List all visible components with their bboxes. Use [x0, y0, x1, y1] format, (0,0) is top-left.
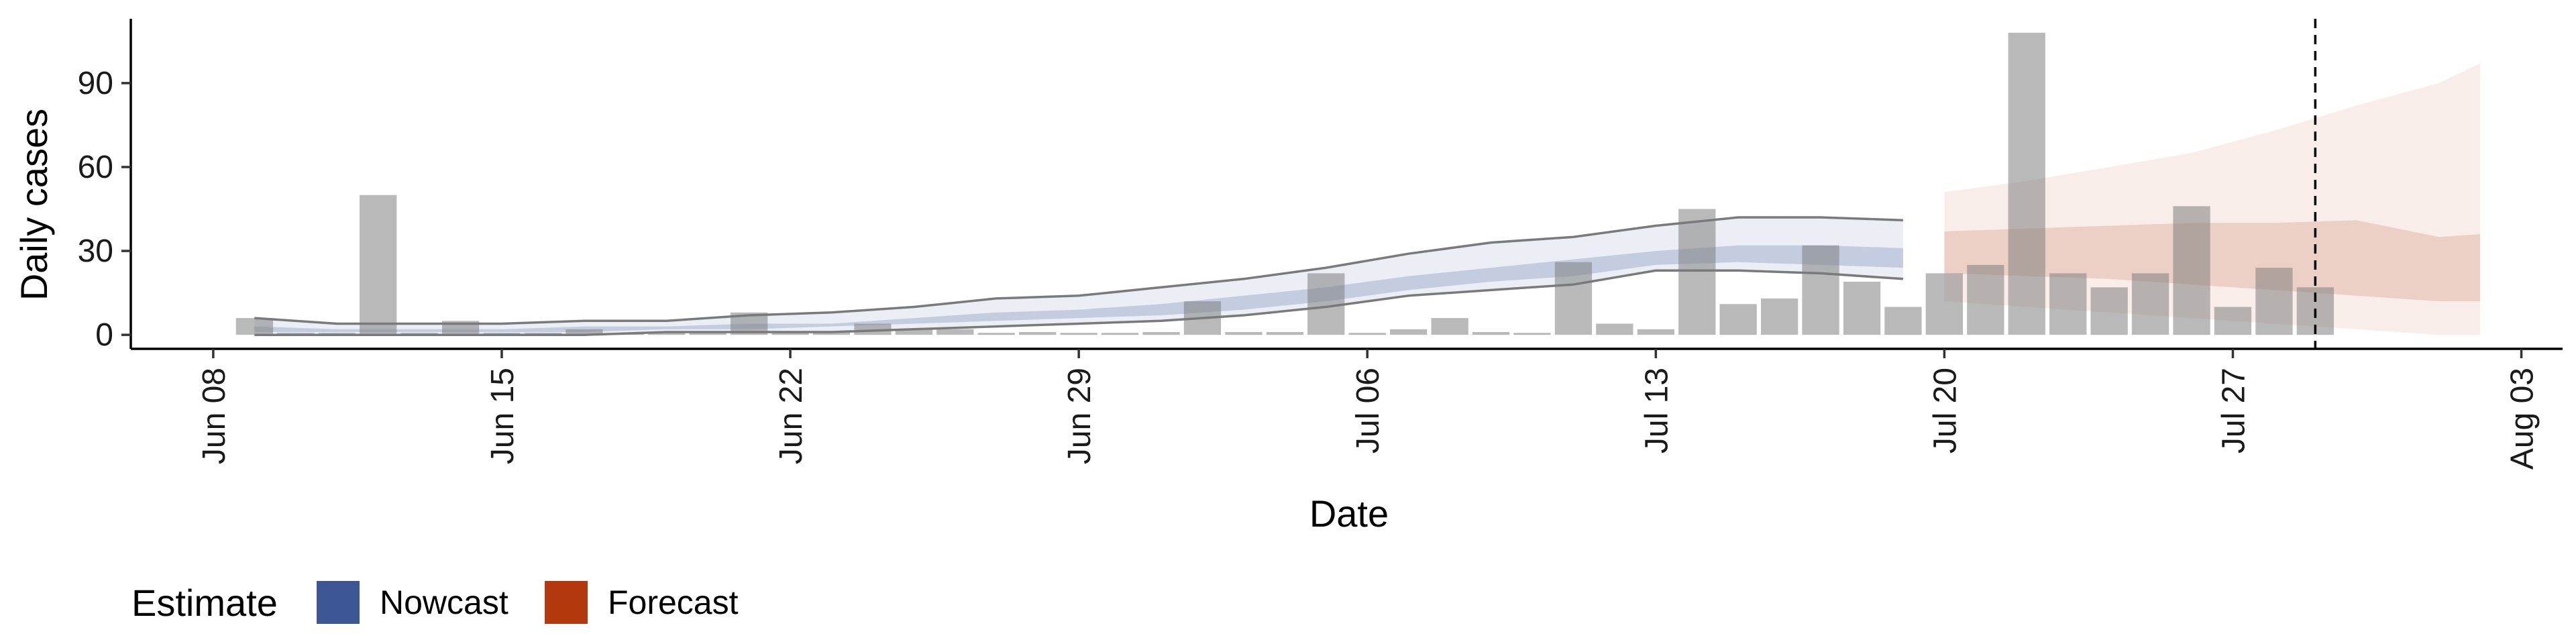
bar — [235, 318, 273, 335]
bar — [1472, 332, 1510, 335]
bar — [977, 333, 1015, 335]
x-tick-label: Jul 20 — [1927, 368, 1963, 453]
y-axis-title: Daily cases — [13, 109, 55, 301]
bar — [1101, 333, 1139, 335]
bar — [1554, 262, 1593, 335]
bar — [2255, 268, 2293, 335]
bar — [2008, 32, 2045, 335]
bar — [1678, 209, 1716, 335]
bar — [360, 195, 397, 335]
reference-lines — [254, 19, 2317, 349]
nowcast-inner-band — [254, 245, 1903, 332]
legend: Estimate Nowcast Forecast — [131, 581, 739, 624]
bar — [1348, 333, 1386, 335]
bar — [689, 333, 727, 335]
bar — [2131, 273, 2169, 335]
bar — [1967, 264, 2004, 335]
bar — [2214, 307, 2252, 335]
bar — [2090, 287, 2128, 335]
x-tick-label: Aug 03 — [2505, 368, 2540, 470]
bar — [1761, 298, 1799, 335]
legend-swatch-forecast — [545, 581, 588, 624]
bar — [1225, 332, 1263, 335]
forecast-inner-band — [1944, 220, 2481, 302]
bar — [1060, 333, 1097, 335]
bar — [2173, 206, 2210, 335]
bar — [1513, 333, 1551, 335]
nowcast-outer-band — [254, 217, 1903, 335]
x-tick-label: Jun 29 — [1062, 368, 1097, 464]
x-tick-label: Jul 13 — [1639, 368, 1674, 453]
bar — [1925, 273, 1963, 335]
bar — [1719, 304, 1757, 335]
bar — [1802, 245, 1839, 335]
bar — [812, 332, 851, 335]
legend-label-nowcast: Nowcast — [380, 584, 508, 621]
legend-label-forecast: Forecast — [608, 584, 739, 621]
x-tick-label: Jun 15 — [485, 368, 521, 464]
bar — [936, 329, 974, 335]
y-tick-label: 30 — [78, 233, 113, 269]
y-tick-label: 90 — [78, 66, 113, 101]
bar — [1596, 323, 1633, 335]
bar — [1019, 332, 1057, 335]
x-tick-label: Jul 06 — [1350, 368, 1386, 453]
axes — [121, 19, 2563, 358]
bar — [2049, 273, 2087, 335]
bar — [1431, 318, 1468, 335]
bar — [1390, 329, 1428, 335]
bar — [1637, 329, 1674, 335]
nowcast-upper-line — [254, 216, 1903, 325]
y-tick-label: 0 — [95, 317, 113, 353]
bar — [648, 333, 686, 335]
forecast-outer-band — [1944, 63, 2481, 335]
legend-title: Estimate — [131, 582, 278, 624]
x-tick-label: Jun 08 — [197, 368, 232, 464]
x-tick-label: Jul 27 — [2216, 368, 2251, 453]
interval-bands — [254, 63, 2481, 335]
bar — [771, 333, 809, 335]
bar — [1884, 307, 1922, 335]
bar — [1142, 332, 1180, 335]
bar — [566, 329, 603, 335]
x-axis-title: Date — [1309, 492, 1389, 535]
x-tick-label: Jun 22 — [773, 368, 809, 464]
bar — [1266, 332, 1303, 335]
bar — [895, 329, 932, 335]
bar — [1843, 281, 1881, 335]
legend-swatch-nowcast — [317, 581, 360, 624]
y-tick-label: 60 — [78, 150, 113, 185]
tick-labels: 0 30 60 90 Jun 08 Jun 15 Jun 22 Jun 29 Jul 06 Jul… — [78, 66, 2540, 470]
nowcast-lower-line — [254, 269, 1904, 336]
